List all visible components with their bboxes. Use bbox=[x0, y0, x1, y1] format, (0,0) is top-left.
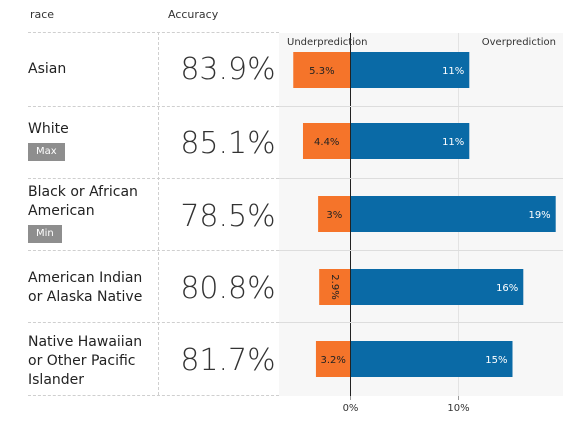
row-divider bbox=[28, 395, 279, 396]
accuracy-value: 81.7% bbox=[180, 343, 276, 378]
group-name-black: Black or African American Min bbox=[28, 183, 158, 243]
underprediction-bar bbox=[315, 341, 351, 377]
group-label: Black or African American bbox=[28, 184, 138, 219]
accuracy-value: 78.5% bbox=[180, 199, 276, 234]
x-tick-label: 10% bbox=[447, 403, 469, 414]
row-divider bbox=[28, 250, 279, 251]
underprediction-heading: Underprediction bbox=[287, 37, 367, 48]
group-label: White bbox=[28, 121, 69, 137]
row-divider bbox=[28, 322, 279, 323]
overprediction-bar bbox=[350, 123, 470, 159]
max-badge: Max bbox=[28, 143, 65, 161]
min-badge: Min bbox=[28, 225, 62, 243]
underprediction-bar bbox=[318, 196, 351, 232]
accuracy-value: 83.9% bbox=[180, 52, 276, 87]
chart-row-divider bbox=[279, 106, 563, 107]
overprediction-label: 11% bbox=[442, 66, 464, 77]
underprediction-label: 4.4% bbox=[314, 137, 339, 148]
underprediction-bar bbox=[319, 269, 351, 305]
group-name-white: White Max bbox=[28, 120, 158, 161]
overprediction-bar bbox=[350, 269, 524, 305]
underprediction-label: 3.2% bbox=[321, 355, 346, 366]
row-divider bbox=[28, 106, 279, 107]
group-name-asian: Asian bbox=[28, 61, 67, 77]
row-divider bbox=[28, 32, 279, 33]
overprediction-bar bbox=[350, 52, 470, 88]
accuracy-column-header: Accuracy bbox=[168, 8, 219, 21]
race-column-header: race bbox=[30, 8, 55, 21]
overprediction-bar bbox=[350, 341, 513, 377]
underprediction-bar bbox=[293, 52, 351, 88]
overprediction-bar bbox=[350, 196, 556, 232]
column-divider bbox=[158, 32, 159, 395]
group-name-american-indian: American Indian or Alaska Native bbox=[28, 270, 143, 305]
overprediction-label: 19% bbox=[528, 210, 550, 221]
group-name-native-hawaiian: Native Hawaiian or Other Pacific Islande… bbox=[28, 334, 143, 388]
accuracy-value: 80.8% bbox=[180, 271, 276, 306]
underprediction-label: 3% bbox=[326, 210, 342, 221]
overprediction-heading: Overprediction bbox=[482, 37, 556, 48]
accuracy-value: 85.1% bbox=[180, 126, 276, 161]
x-tick-label: 0% bbox=[343, 403, 359, 414]
row-divider bbox=[28, 178, 279, 179]
chart-row-divider bbox=[279, 250, 563, 251]
overprediction-label: 15% bbox=[485, 355, 507, 366]
underprediction-label: 5.3% bbox=[309, 66, 334, 77]
underprediction-bar bbox=[302, 123, 351, 159]
overprediction-label: 11% bbox=[442, 137, 464, 148]
overprediction-label: 16% bbox=[496, 283, 518, 294]
chart-row-divider bbox=[279, 178, 563, 179]
chart-row-divider bbox=[279, 322, 563, 323]
underprediction-label: 2.9% bbox=[329, 274, 340, 299]
